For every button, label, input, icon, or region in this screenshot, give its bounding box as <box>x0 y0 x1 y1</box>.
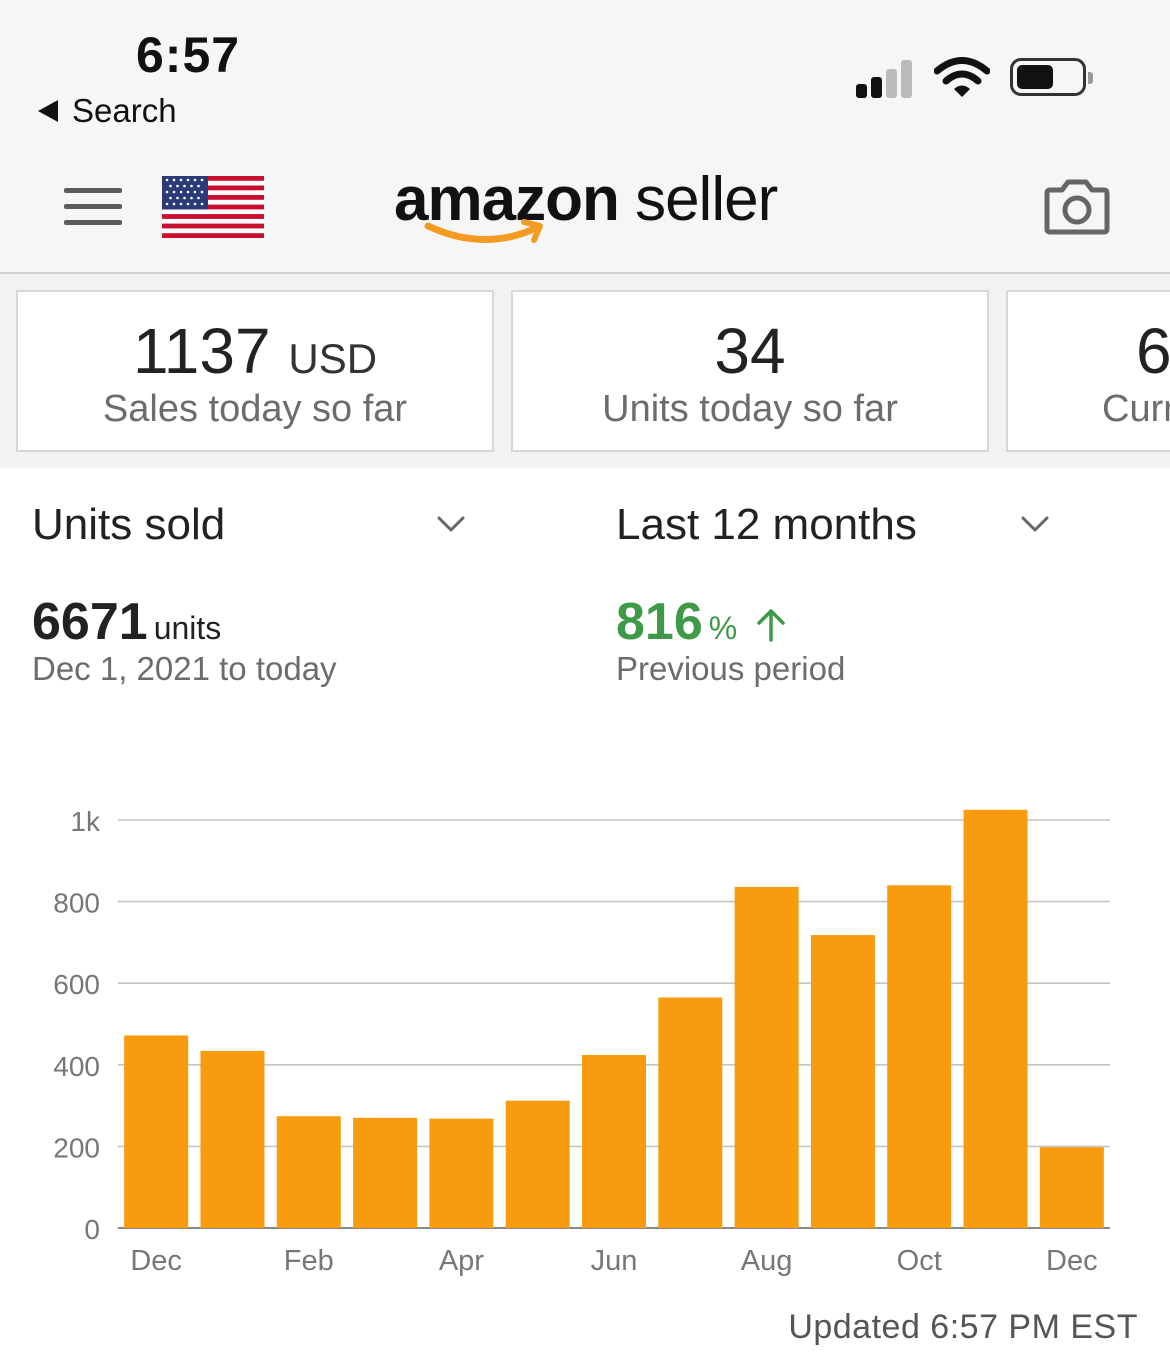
amazon-seller-logo: amazon seller <box>394 164 784 250</box>
y-tick-label: 600 <box>53 969 100 1000</box>
metric-dropdown[interactable]: Units sold <box>32 500 226 549</box>
amazon-smile-icon <box>424 219 543 243</box>
period-change: 816% <box>616 592 786 652</box>
back-label: Search <box>72 92 177 129</box>
y-tick-label: 0 <box>84 1214 100 1245</box>
chevron-down-icon[interactable] <box>1020 514 1050 534</box>
y-tick-label: 400 <box>53 1051 100 1082</box>
chart-bar[interactable] <box>353 1117 418 1228</box>
status-bar: 6:57 Search <box>0 0 1170 140</box>
x-tick-label: Aug <box>741 1245 793 1277</box>
x-tick-label: Dec <box>1046 1245 1098 1277</box>
clock: 6:57 <box>136 27 241 83</box>
logo-light-text: seller <box>635 165 778 234</box>
sales-today-value: 1137 <box>132 315 271 387</box>
current-value: 6 <box>1136 315 1170 387</box>
total-units-unit: units <box>153 610 222 646</box>
hamburger-menu-icon[interactable] <box>64 188 122 226</box>
sales-today-label: Sales today so far <box>102 388 408 430</box>
x-tick-label: Jun <box>591 1245 638 1277</box>
chart-bar[interactable] <box>810 935 875 1228</box>
units-today-card[interactable]: 34 Units today so far <box>511 290 989 452</box>
y-tick-label: 200 <box>53 1132 100 1163</box>
y-tick-label: 800 <box>53 888 100 919</box>
units-today-value: 34 <box>714 315 786 387</box>
wifi-icon <box>934 57 990 97</box>
chart-bar[interactable] <box>963 809 1028 1228</box>
period-dropdown[interactable]: Last 12 months <box>616 500 917 549</box>
previous-period-label: Previous period <box>616 650 846 687</box>
chart-bar[interactable] <box>124 1035 189 1228</box>
units-today-label: Units today so far <box>602 388 898 430</box>
sales-today-card[interactable]: 1137 USD Sales today so far <box>16 290 494 452</box>
current-card[interactable]: 6 Curr <box>1006 290 1170 452</box>
camera-icon[interactable] <box>1044 178 1110 236</box>
period-change-value: 816 <box>616 593 703 651</box>
back-arrow-icon <box>38 100 58 122</box>
chart-bar[interactable] <box>1039 1147 1104 1228</box>
total-units-value: 6671 <box>32 593 148 651</box>
chevron-down-icon[interactable] <box>436 514 466 534</box>
date-range: Dec 1, 2021 to today <box>32 650 337 687</box>
current-label: Curr <box>1102 388 1170 430</box>
chart-bar[interactable] <box>505 1100 570 1228</box>
x-tick-label: Dec <box>130 1245 182 1277</box>
chart-bar[interactable] <box>276 1116 341 1228</box>
y-tick-label: 1k <box>70 806 101 837</box>
updated-timestamp: Updated 6:57 PM EST <box>788 1308 1138 1346</box>
us-flag-icon[interactable] <box>162 176 264 238</box>
logo-bold-text: amazon <box>394 165 620 234</box>
chart-bar[interactable] <box>734 886 799 1228</box>
chart-bar[interactable] <box>429 1118 494 1228</box>
period-change-unit: % <box>708 610 738 646</box>
back-to-search-link[interactable]: Search <box>38 92 177 130</box>
x-tick-label: Feb <box>284 1245 334 1277</box>
x-tick-label: Oct <box>897 1245 942 1277</box>
summary-cards-carousel[interactable]: 1137 USD Sales today so far 34 Units tod… <box>0 274 1170 468</box>
chart-bar[interactable] <box>200 1050 265 1228</box>
sales-today-unit: USD <box>288 335 378 382</box>
battery-icon <box>1010 58 1093 96</box>
signal-icon <box>856 58 916 98</box>
units-sold-bar-chart: 0 200 400 600 800 1k Dec Feb Apr Jun Aug Oct Dec <box>53 806 1110 1277</box>
chart-bar[interactable] <box>582 1055 646 1228</box>
app-header: amazon seller <box>0 140 1170 274</box>
chart-bar[interactable] <box>887 885 952 1228</box>
x-tick-label: Apr <box>439 1245 484 1277</box>
arrow-up-icon <box>756 609 785 643</box>
total-units: 6671 units <box>32 592 221 652</box>
chart-bar[interactable] <box>658 997 723 1228</box>
